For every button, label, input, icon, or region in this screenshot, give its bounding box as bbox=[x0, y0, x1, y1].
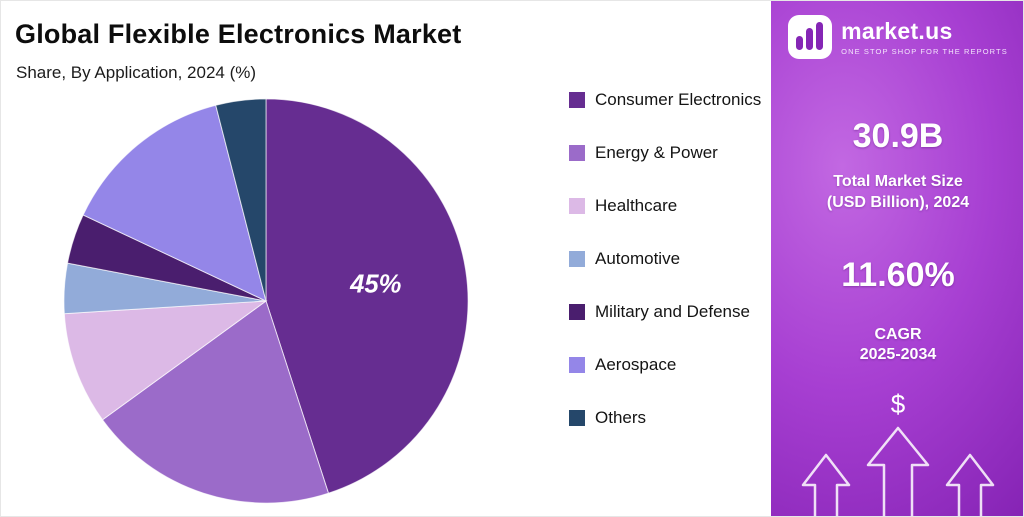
market-size-label-line1: Total Market Size bbox=[833, 173, 963, 190]
chart-title: Global Flexible Electronics Market bbox=[15, 19, 462, 49]
legend-label: Consumer Electronics bbox=[595, 90, 762, 109]
legend-item: Energy & Power bbox=[569, 142, 765, 165]
legend-item: Military and Defense bbox=[569, 301, 765, 324]
legend-swatch bbox=[569, 409, 585, 426]
legend-swatch bbox=[569, 144, 585, 161]
chart-subtitle: Share, By Application, 2024 (%) bbox=[16, 63, 257, 82]
logo-tagline: ONE STOP SHOP FOR THE REPORTS bbox=[841, 47, 1008, 56]
legend-swatch bbox=[569, 303, 585, 320]
pie-chart: 45% bbox=[63, 98, 469, 504]
legend: Consumer Electronics Energy & Power Health… bbox=[569, 89, 765, 430]
pie-slice-healthcare bbox=[63, 300, 268, 421]
pie-slice-aerospace bbox=[82, 104, 267, 302]
legend-label: Energy & Power bbox=[595, 142, 718, 162]
legend-label: Military and Defense bbox=[595, 301, 750, 321]
chart-area: Global Flexible Electronics Market Share… bbox=[1, 1, 771, 516]
marketus-logo-icon bbox=[788, 15, 833, 59]
legend-item: Consumer Electronics bbox=[569, 89, 765, 112]
pie-slice-others bbox=[215, 98, 267, 302]
legend-item: Aerospace bbox=[569, 354, 765, 377]
cagr-label-line1: CAGR bbox=[874, 325, 922, 343]
legend-swatch bbox=[569, 356, 585, 373]
legend-swatch bbox=[569, 92, 585, 108]
market-size-label-line2: (USD Billion), 2024 bbox=[826, 193, 970, 211]
legend-item: Automotive bbox=[569, 248, 765, 271]
legend-item: Healthcare bbox=[569, 195, 765, 218]
cagr-label: CAGR 2025-2034 bbox=[771, 325, 1023, 367]
legend-swatch bbox=[569, 250, 585, 267]
pie-slice-energy-power bbox=[101, 300, 330, 504]
cagr-value: 11.60% bbox=[841, 255, 955, 294]
pie-slice-consumer-electronics bbox=[265, 98, 469, 494]
legend-label: Healthcare bbox=[595, 195, 678, 215]
legend-label: Automotive bbox=[595, 248, 681, 268]
legend-item: Others bbox=[569, 407, 765, 430]
cagr-label-line2: 2025-2034 bbox=[859, 346, 937, 364]
legend-swatch bbox=[569, 197, 585, 214]
pie-data-label: 45% bbox=[349, 271, 401, 299]
sidebar: market.us ONE STOP SHOP FOR THE REPORTS … bbox=[771, 1, 1023, 516]
logo-text: market.us bbox=[841, 18, 953, 44]
legend-label: Aerospace bbox=[595, 354, 677, 374]
legend-label: Others bbox=[595, 407, 647, 427]
logo: market.us ONE STOP SHOP FOR THE REPORTS bbox=[771, 15, 1023, 59]
market-size-value: 30.9B bbox=[852, 117, 944, 155]
market-size-label: Total Market Size (USD Billion), 2024 bbox=[771, 172, 1023, 214]
dollar-icon: $ bbox=[890, 389, 906, 419]
growth-arrows-icon bbox=[801, 426, 995, 516]
